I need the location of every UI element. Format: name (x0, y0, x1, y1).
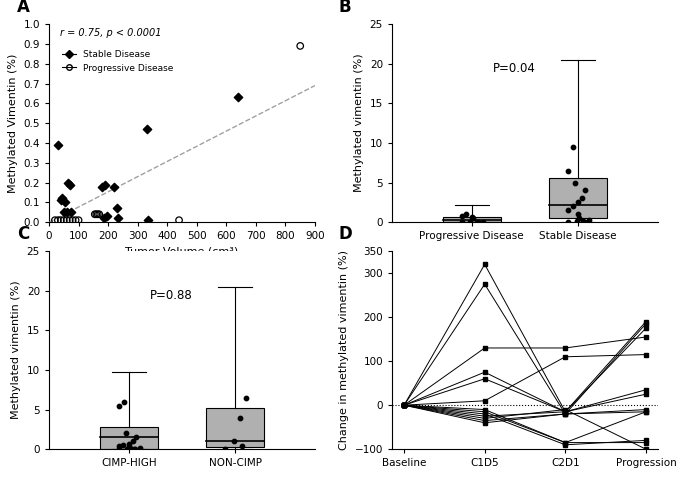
Point (573, 199, 584, 206)
Point (111, 204, 122, 212)
Point (232, 94, 244, 101)
Point (563, 206, 574, 214)
Point (62, 179, 74, 186)
Text: B: B (339, 0, 351, 16)
Point (573, 211, 584, 218)
Point (58, 216, 69, 224)
Point (64, 216, 76, 224)
Point (573, 214, 584, 222)
Point (61, 209, 72, 216)
Point (73, 216, 84, 224)
Point (471, 218, 482, 226)
Point (467, 214, 478, 222)
Point (118, 441, 129, 449)
Point (456, 212, 468, 220)
Y-axis label: Methylated vimentin (%): Methylated vimentin (%) (354, 54, 364, 193)
Bar (99, 427, 158, 449)
Point (58, 209, 69, 216)
Point (49, 216, 60, 224)
Point (473, 218, 484, 226)
Point (113, 442, 125, 450)
Point (120, 429, 132, 437)
Point (98, 214, 109, 222)
Point (123, 440, 134, 448)
Point (577, 195, 588, 202)
Point (122, 445, 133, 453)
Text: D: D (339, 225, 353, 243)
Point (563, 218, 574, 226)
Point (123, 443, 134, 451)
Point (127, 438, 139, 445)
Point (477, 218, 489, 226)
Point (108, 183, 120, 190)
Point (113, 214, 124, 222)
Point (241, 394, 252, 401)
Text: A: A (17, 0, 30, 16)
Point (570, 179, 581, 186)
X-axis label: Tumor Volume (cm³): Tumor Volume (cm³) (125, 247, 239, 257)
Point (67, 216, 78, 224)
Point (562, 167, 573, 174)
Point (580, 186, 591, 194)
Point (124, 444, 135, 452)
Y-axis label: Methylated Vimentin (%): Methylated Vimentin (%) (8, 54, 18, 193)
Y-axis label: Methylated vimentin (%): Methylated vimentin (%) (11, 281, 21, 420)
Point (60, 199, 71, 206)
Point (55, 216, 66, 224)
Point (113, 445, 125, 453)
Bar (206, 408, 265, 447)
Point (92, 211, 104, 218)
Text: C: C (17, 225, 29, 243)
Point (61, 216, 72, 224)
Point (567, 202, 578, 210)
Point (134, 444, 146, 452)
Point (220, 445, 231, 453)
Text: P=0.88: P=0.88 (150, 289, 192, 302)
Point (70, 216, 81, 224)
Point (128, 445, 139, 453)
Point (578, 217, 589, 225)
Point (456, 218, 468, 226)
Point (118, 398, 130, 406)
Point (465, 218, 476, 226)
Point (113, 402, 124, 410)
Point (234, 413, 246, 421)
Text: r = 0.75, p < 0.0001: r = 0.75, p < 0.0001 (60, 28, 161, 38)
Point (52, 141, 64, 149)
Bar (549, 178, 608, 218)
Point (97, 183, 108, 190)
Point (568, 143, 579, 151)
Point (141, 125, 152, 133)
Point (64, 181, 76, 188)
Point (584, 216, 595, 224)
Point (461, 211, 472, 218)
Bar (442, 217, 501, 222)
Point (66, 209, 77, 216)
Point (99, 181, 111, 188)
Point (571, 217, 582, 225)
Point (466, 213, 477, 221)
Point (55, 197, 66, 204)
Legend: Stable Disease, Progressive Disease: Stable Disease, Progressive Disease (59, 46, 177, 76)
Point (130, 433, 141, 441)
Point (295, 42, 306, 50)
Point (236, 442, 247, 450)
Y-axis label: Change in methylated vimentin (%): Change in methylated vimentin (%) (339, 250, 349, 450)
Point (579, 218, 590, 226)
Point (142, 216, 153, 224)
Point (174, 216, 185, 224)
Point (130, 445, 141, 453)
Point (101, 213, 112, 220)
Text: P=0.04: P=0.04 (493, 62, 536, 75)
Point (89, 211, 100, 218)
Point (94, 211, 105, 218)
Point (228, 438, 239, 445)
Point (52, 216, 64, 224)
Point (57, 195, 68, 202)
Point (91, 211, 102, 218)
